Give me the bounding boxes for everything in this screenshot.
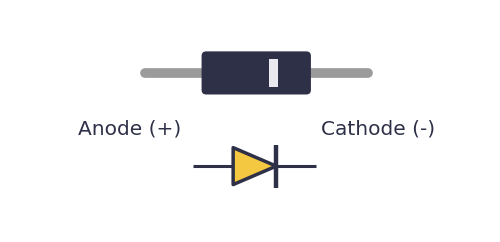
Text: Anode (+): Anode (+) — [78, 120, 181, 139]
FancyBboxPatch shape — [202, 51, 311, 94]
Polygon shape — [233, 148, 276, 185]
Bar — [268, 59, 278, 87]
Text: Cathode (-): Cathode (-) — [321, 120, 435, 139]
